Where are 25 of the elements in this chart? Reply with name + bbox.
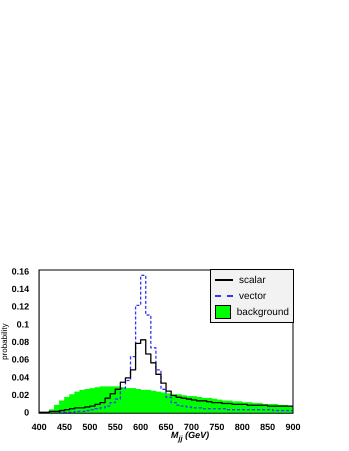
legend-label: scalar [239,274,266,286]
y-tick-label: 0.08 [12,336,30,347]
y-tick-label: 0.1 [16,319,30,330]
x-tick-label: 550 [108,422,123,432]
legend-label: vector [239,290,266,302]
x-tick-label: 450 [56,422,72,432]
y-axis-title: probability [0,323,10,360]
x-axis-title: M$_{jj}$ (GeV) [170,430,210,443]
y-tick-label: 0.14 [12,284,30,294]
x-tick-label: 650 [158,422,174,432]
x-tick-label: 850 [260,422,276,432]
x-tick-label: 700 [184,422,199,432]
y-tick-label: 0.04 [12,372,30,382]
y-tick-label: 0 [24,408,30,418]
x-tick-label: 900 [285,422,301,432]
legend-label: background [236,306,289,318]
y-tick-label: 0.06 [12,354,30,365]
x-tick-label: 750 [209,422,224,432]
y-tick-label: 0.12 [12,302,30,312]
x-tick-label: 400 [32,422,47,432]
y-tick-label: 0.16 [12,266,30,276]
x-tick-label: 600 [133,422,148,432]
x-tick-label: 500 [82,422,98,432]
y-tick-label: 0.02 [12,390,30,400]
x-tick-label: 800 [234,422,250,432]
